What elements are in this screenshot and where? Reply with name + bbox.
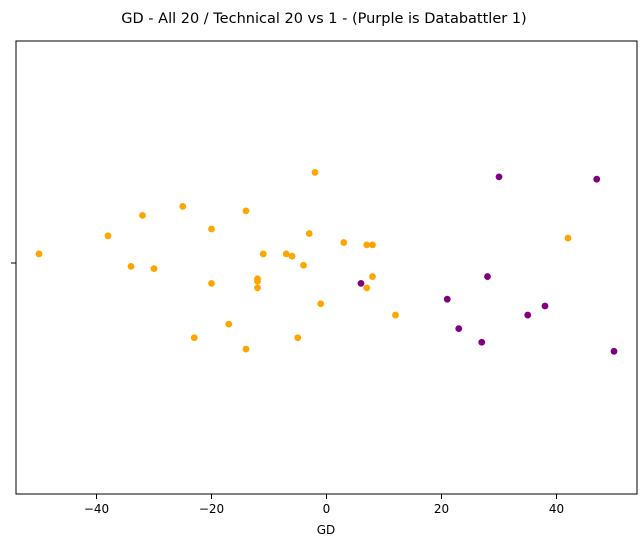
orange-data-point [340, 239, 348, 246]
orange-data-point [254, 284, 261, 292]
orange-data-point [564, 234, 572, 242]
orange-data-point [300, 261, 307, 269]
purple-data-point [484, 273, 491, 280]
orange-data-point [179, 202, 187, 210]
data-points [35, 168, 618, 355]
orange-data-point [190, 334, 198, 342]
x-tick-label: 40 [549, 502, 564, 516]
orange-data-point [242, 345, 250, 353]
orange-data-point [139, 212, 146, 219]
orange-data-point [392, 311, 399, 319]
orange-data-point [311, 168, 319, 176]
orange-data-point [104, 232, 112, 240]
x-tick-label: −40 [84, 502, 109, 516]
purple-data-point [478, 338, 486, 346]
x-axis-ticks: −40 −20 0 20 40 [84, 494, 564, 516]
orange-data-point [208, 279, 215, 287]
orange-data-point [259, 250, 267, 258]
purple-data-point [541, 302, 549, 310]
purple-data-point [593, 175, 601, 183]
orange-data-point [369, 241, 376, 249]
orange-data-point [317, 300, 325, 308]
plot-frame [15, 40, 638, 495]
orange-data-point [288, 252, 296, 260]
orange-data-point [294, 334, 302, 342]
orange-data-point [208, 225, 215, 233]
x-tick-label: 0 [323, 502, 331, 516]
orange-data-point [242, 207, 250, 215]
orange-data-point [369, 273, 376, 280]
orange-data-point [363, 284, 371, 292]
chart-title: GD - All 20 / Technical 20 vs 1 - (Purpl… [121, 11, 526, 27]
orange-data-point [254, 277, 261, 285]
orange-data-point [363, 241, 371, 249]
orange-data-point [150, 265, 158, 273]
purple-data-point [455, 325, 463, 333]
x-tick-label: 20 [434, 502, 449, 516]
orange-data-point [282, 250, 290, 258]
purple-data-point [443, 295, 451, 303]
orange-data-point [35, 250, 43, 258]
x-tick-label: −20 [199, 502, 224, 516]
purple-data-point [357, 279, 365, 287]
purple-data-point [524, 311, 532, 319]
purple-data-point [495, 173, 503, 181]
orange-data-point [305, 230, 313, 237]
purple-data-point [610, 347, 618, 355]
orange-data-point [225, 320, 233, 328]
orange-data-point [127, 262, 135, 270]
x-axis-label: GD [317, 523, 336, 537]
